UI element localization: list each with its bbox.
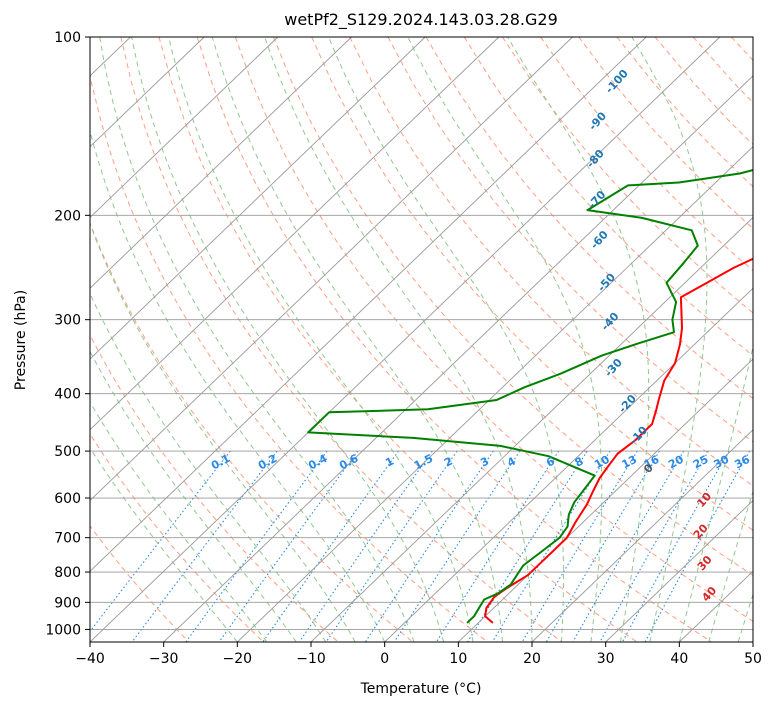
isotherm-line [163, 75, 753, 642]
x-tick-label: 10 [449, 651, 467, 667]
moist-adiabat-line [507, 37, 650, 642]
x-tick-label: −20 [223, 651, 253, 667]
y-tick-label: 400 [54, 387, 81, 403]
moist-adiabat-line [131, 37, 445, 642]
x-tick-label: −30 [149, 651, 179, 667]
isotherm-line [90, 37, 721, 642]
dry-adiabat-line [501, 37, 753, 314]
x-axis-label: Temperature (°C) [360, 681, 482, 697]
x-tick-label: 0 [380, 651, 389, 667]
x-tick-label: 30 [597, 651, 615, 667]
dry-adiabat-line [120, 37, 563, 642]
moist-adiabat-line [90, 129, 386, 642]
mixing-ratio-line [298, 450, 433, 642]
plot-background [90, 37, 753, 642]
mixing-ratio-label: 36 [732, 453, 752, 472]
moist-adiabat-line [407, 37, 603, 642]
y-tick-label: 700 [54, 531, 81, 547]
dry-adiabat-line [234, 37, 753, 622]
x-tick-label: −10 [296, 651, 326, 667]
y-tick-label: 600 [54, 491, 81, 507]
mixing-ratio-label: 20 [666, 453, 686, 472]
mixing-ratio-label: 13 [620, 453, 640, 472]
moist-adiabat-line [211, 37, 503, 642]
isotherm-line [90, 37, 279, 219]
mixing-ratio-label: 25 [691, 453, 711, 472]
mixing-ratio-line [90, 450, 231, 633]
isotherm-line [237, 146, 753, 642]
moist-adiabat-line [168, 37, 474, 642]
dry-adiabat-line [770, 37, 775, 642]
mixing-ratio-label: 10 [592, 453, 612, 472]
y-tick-label: 300 [54, 313, 81, 329]
isotherm-line [752, 641, 753, 642]
x-tick-label: 40 [670, 651, 688, 667]
moist-adiabat-line [328, 37, 564, 642]
mixing-ratio-line [521, 450, 638, 642]
chart-title: wetPf2_S129.2024.143.03.28.G29 [284, 10, 558, 30]
y-tick-label: 900 [54, 595, 81, 611]
mixing-ratio-line [262, 450, 399, 642]
y-tick-label: 800 [54, 565, 81, 581]
dry-adiabat-line [273, 37, 753, 576]
mixing-ratio-line [599, 450, 709, 642]
mixing-ratio-line [364, 450, 494, 642]
dry-adiabat-line [90, 221, 414, 642]
y-tick-label: 1000 [45, 622, 81, 638]
moist-adiabat-line [90, 222, 356, 642]
x-tick-label: 20 [523, 651, 541, 667]
mixing-ratio-label: 16 [642, 453, 662, 472]
temperature-profile-line [484, 257, 753, 624]
mixing-ratio-label: 30 [712, 453, 732, 472]
isotherm-line [90, 37, 426, 360]
moist-adiabat-line [99, 37, 415, 642]
isotherm-line [310, 216, 753, 642]
isotherm-line [90, 37, 500, 431]
plot-frame [89, 36, 754, 643]
isotherm-line [90, 37, 205, 148]
isotherm-line [90, 37, 573, 502]
isotherm-line [90, 37, 352, 289]
isotherm-line [531, 429, 753, 642]
isotherm-line [384, 287, 753, 642]
y-tick-label: 500 [54, 444, 81, 460]
dry-adiabat-line [463, 37, 753, 357]
dry-adiabat-line [90, 432, 264, 642]
dry-adiabat-line [196, 37, 712, 642]
y-tick-label: 100 [54, 30, 81, 46]
y-axis-label: Pressure (hPa) [13, 290, 29, 390]
moist-adiabat-line [90, 292, 327, 642]
y-tick-label: 200 [54, 208, 81, 224]
mixing-ratio-line [185, 450, 328, 642]
moist-adiabat-line [264, 37, 533, 642]
isotherm-line [90, 37, 647, 572]
x-tick-label: 50 [744, 651, 762, 667]
x-tick-label: −40 [75, 651, 105, 667]
isotherm-line [605, 499, 753, 642]
moist-adiabat-line [90, 446, 238, 642]
dry-adiabat-line [90, 72, 488, 642]
mixing-ratio-line [325, 450, 458, 642]
dewpoint-profile-line [307, 169, 753, 624]
dry-adiabat-line [425, 37, 753, 400]
